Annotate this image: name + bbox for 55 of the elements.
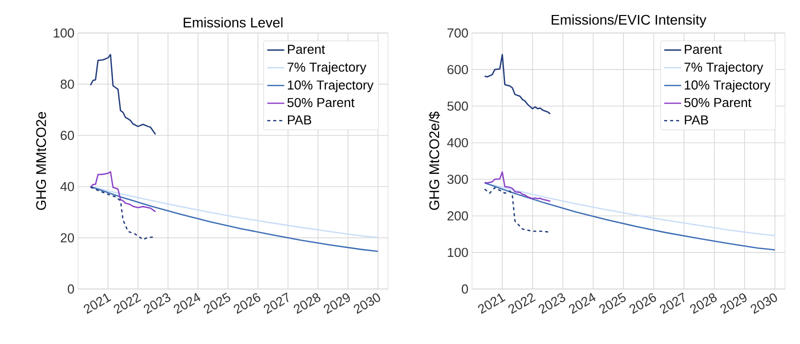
legend-label: 10% Trajectory (684, 80, 770, 92)
y-tick-label: 700 (448, 28, 468, 38)
legend-label: Parent (288, 44, 325, 54)
line-series (90, 171, 156, 212)
x-tick-label: 2025 (599, 292, 626, 314)
y-tick-label: 600 (448, 64, 468, 74)
x-tick-label: 2025 (204, 292, 230, 314)
legend-label: PAB (684, 115, 708, 124)
legend-label: Parent (684, 44, 722, 54)
line-series (90, 186, 379, 252)
y-tick-label: 100 (54, 28, 74, 38)
x-tick-label: 2023 (144, 293, 170, 314)
y-tick-label: 40 (60, 182, 74, 192)
y-axis-title: GHG MtCO2e/$ (428, 112, 440, 210)
x-tick-label: 2026 (234, 293, 260, 314)
line-series (484, 54, 551, 114)
x-tick-label: 2021 (84, 294, 112, 314)
y-tick-label: 500 (447, 102, 468, 111)
x-tick-label: 2023 (538, 293, 566, 314)
y-tick-label: 0 (462, 284, 468, 294)
x-tick-label: 2027 (660, 292, 685, 314)
legend-label: 7% Trajectory (684, 62, 764, 74)
y-tick-label: 60 (60, 130, 74, 140)
x-tick-label: 2030 (354, 293, 380, 314)
y-tick-label: 300 (447, 174, 468, 184)
line-series (90, 54, 156, 136)
y-tick-label: 200 (448, 211, 468, 220)
y-axis-title: GHG MMtCO2e (36, 112, 46, 210)
legend-label: 10% Trajectory (288, 80, 374, 92)
chart-title: Emissions Level (184, 17, 282, 28)
chart-title: Emissions/EVIC Intensity (552, 14, 706, 28)
x-tick-label: 2022 (508, 293, 536, 314)
x-tick-label: 2026 (630, 293, 656, 314)
line-series (484, 182, 776, 251)
line-series (484, 171, 551, 202)
y-tick-label: 100 (448, 248, 468, 258)
x-tick-label: 2027 (264, 292, 289, 314)
y-tick-label: 20 (60, 233, 74, 242)
y-tick-label: 400 (447, 138, 468, 148)
x-tick-label: 2030 (750, 293, 777, 314)
line-series (484, 187, 551, 233)
legend-label: 7% Trajectory (288, 62, 366, 74)
legend-label: PAB (288, 115, 312, 124)
y-tick-label: 80 (60, 80, 74, 89)
x-tick-label: 2021 (478, 294, 506, 314)
x-tick-label: 2028 (294, 293, 320, 314)
y-tick-label: 0 (68, 284, 74, 294)
x-tick-label: 2022 (114, 293, 142, 314)
legend-label: 50% Parent (684, 98, 752, 108)
x-tick-label: 2028 (690, 293, 717, 314)
legend-label: 50% Parent (287, 98, 354, 108)
x-tick-label: 2024 (174, 292, 200, 314)
x-tick-label: 2029 (720, 293, 747, 314)
x-tick-label: 2029 (324, 293, 350, 314)
x-tick-label: 2024 (568, 292, 596, 314)
